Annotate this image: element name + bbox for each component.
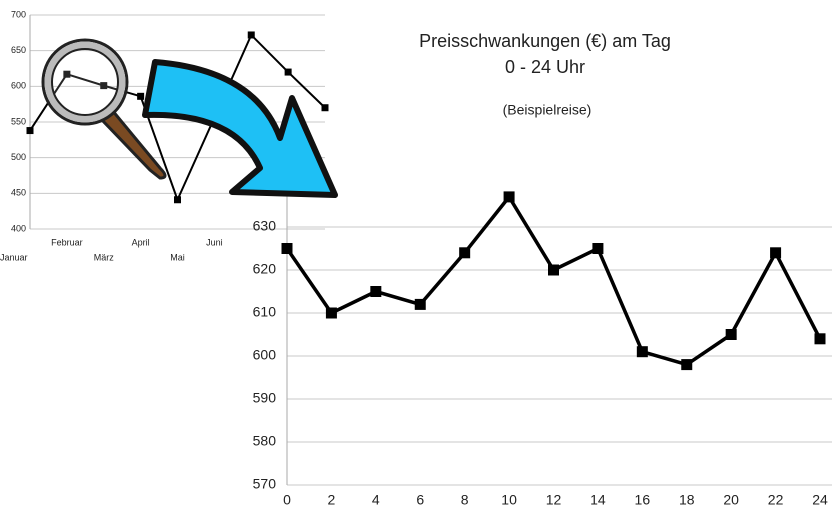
x-tick-label: 18 [679,492,695,508]
x-tick-label: April [132,237,150,247]
magnifier [41,38,167,180]
marker [284,68,292,76]
marker [814,333,826,345]
marker [414,298,426,310]
marker [459,247,471,259]
x-tick-label: 14 [590,492,606,508]
x-tick-label: 0 [283,492,291,508]
x-tick-label: Januar [0,252,28,262]
x-tick-label: 2 [328,492,336,508]
x-tick-label: 10 [501,492,517,508]
x-tick-label: Februar [51,237,83,247]
line [285,195,822,367]
x-tick-label: März [94,252,114,262]
chart-title: Preisschwankungen (€) am Tag [419,31,671,51]
magnifier-rim-inner [51,48,119,116]
y-tick-label: 650 [11,45,26,55]
x-tick-label: Mai [170,252,185,262]
y-tick-label: 630 [253,218,277,234]
y-tick-label: 600 [11,81,26,91]
marker [247,31,255,39]
y-tick-label: 610 [253,304,277,320]
arrow [142,59,338,198]
x-tick-label: 20 [723,492,739,508]
x-tick-label: 24 [812,492,828,508]
marker [100,82,108,90]
magnifier-handle [99,107,167,180]
marker [63,70,71,78]
marker [325,307,337,319]
y-tick-label: 500 [11,152,26,162]
chart-subtitle: (Beispielreise) [503,102,592,118]
marker [174,196,181,204]
marker [681,359,693,371]
y-tick-label: 620 [253,261,277,277]
x-tick-label: Juni [206,237,223,247]
marker [770,247,782,259]
x-tick-label: 8 [461,492,469,508]
marker [503,191,515,203]
small-chart: 400 450 500 550 600 650 700 Januar Februar März Ap… [0,9,329,262]
chart-title-line-2: 0 - 24 Uhr [505,57,585,77]
marker [592,243,604,254]
y-tick-label: 550 [11,116,26,126]
marker [281,243,293,254]
marker [725,329,737,340]
x-tick-label: 16 [635,492,651,508]
marker [137,92,145,100]
y-tick-label: 400 [11,223,26,233]
y-tick-label: 700 [11,9,26,19]
x-tick-label: 4 [372,492,380,508]
marker [636,346,648,358]
x-tick-label: 12 [546,492,562,508]
marker [321,104,329,112]
y-tick-label: 590 [253,390,277,406]
x-tick-label: 6 [416,492,424,508]
x-tick-label: 22 [768,492,784,508]
marker [370,286,382,297]
y-tick-label: 570 [253,476,277,492]
marker [26,127,34,135]
marker [548,264,559,276]
magnifier-rim [44,41,126,123]
magnifier-rim-outer [41,38,129,126]
y-tick-label: 580 [253,433,277,449]
y-tick-label: 600 [253,347,277,363]
y-tick-label: 450 [11,188,26,198]
